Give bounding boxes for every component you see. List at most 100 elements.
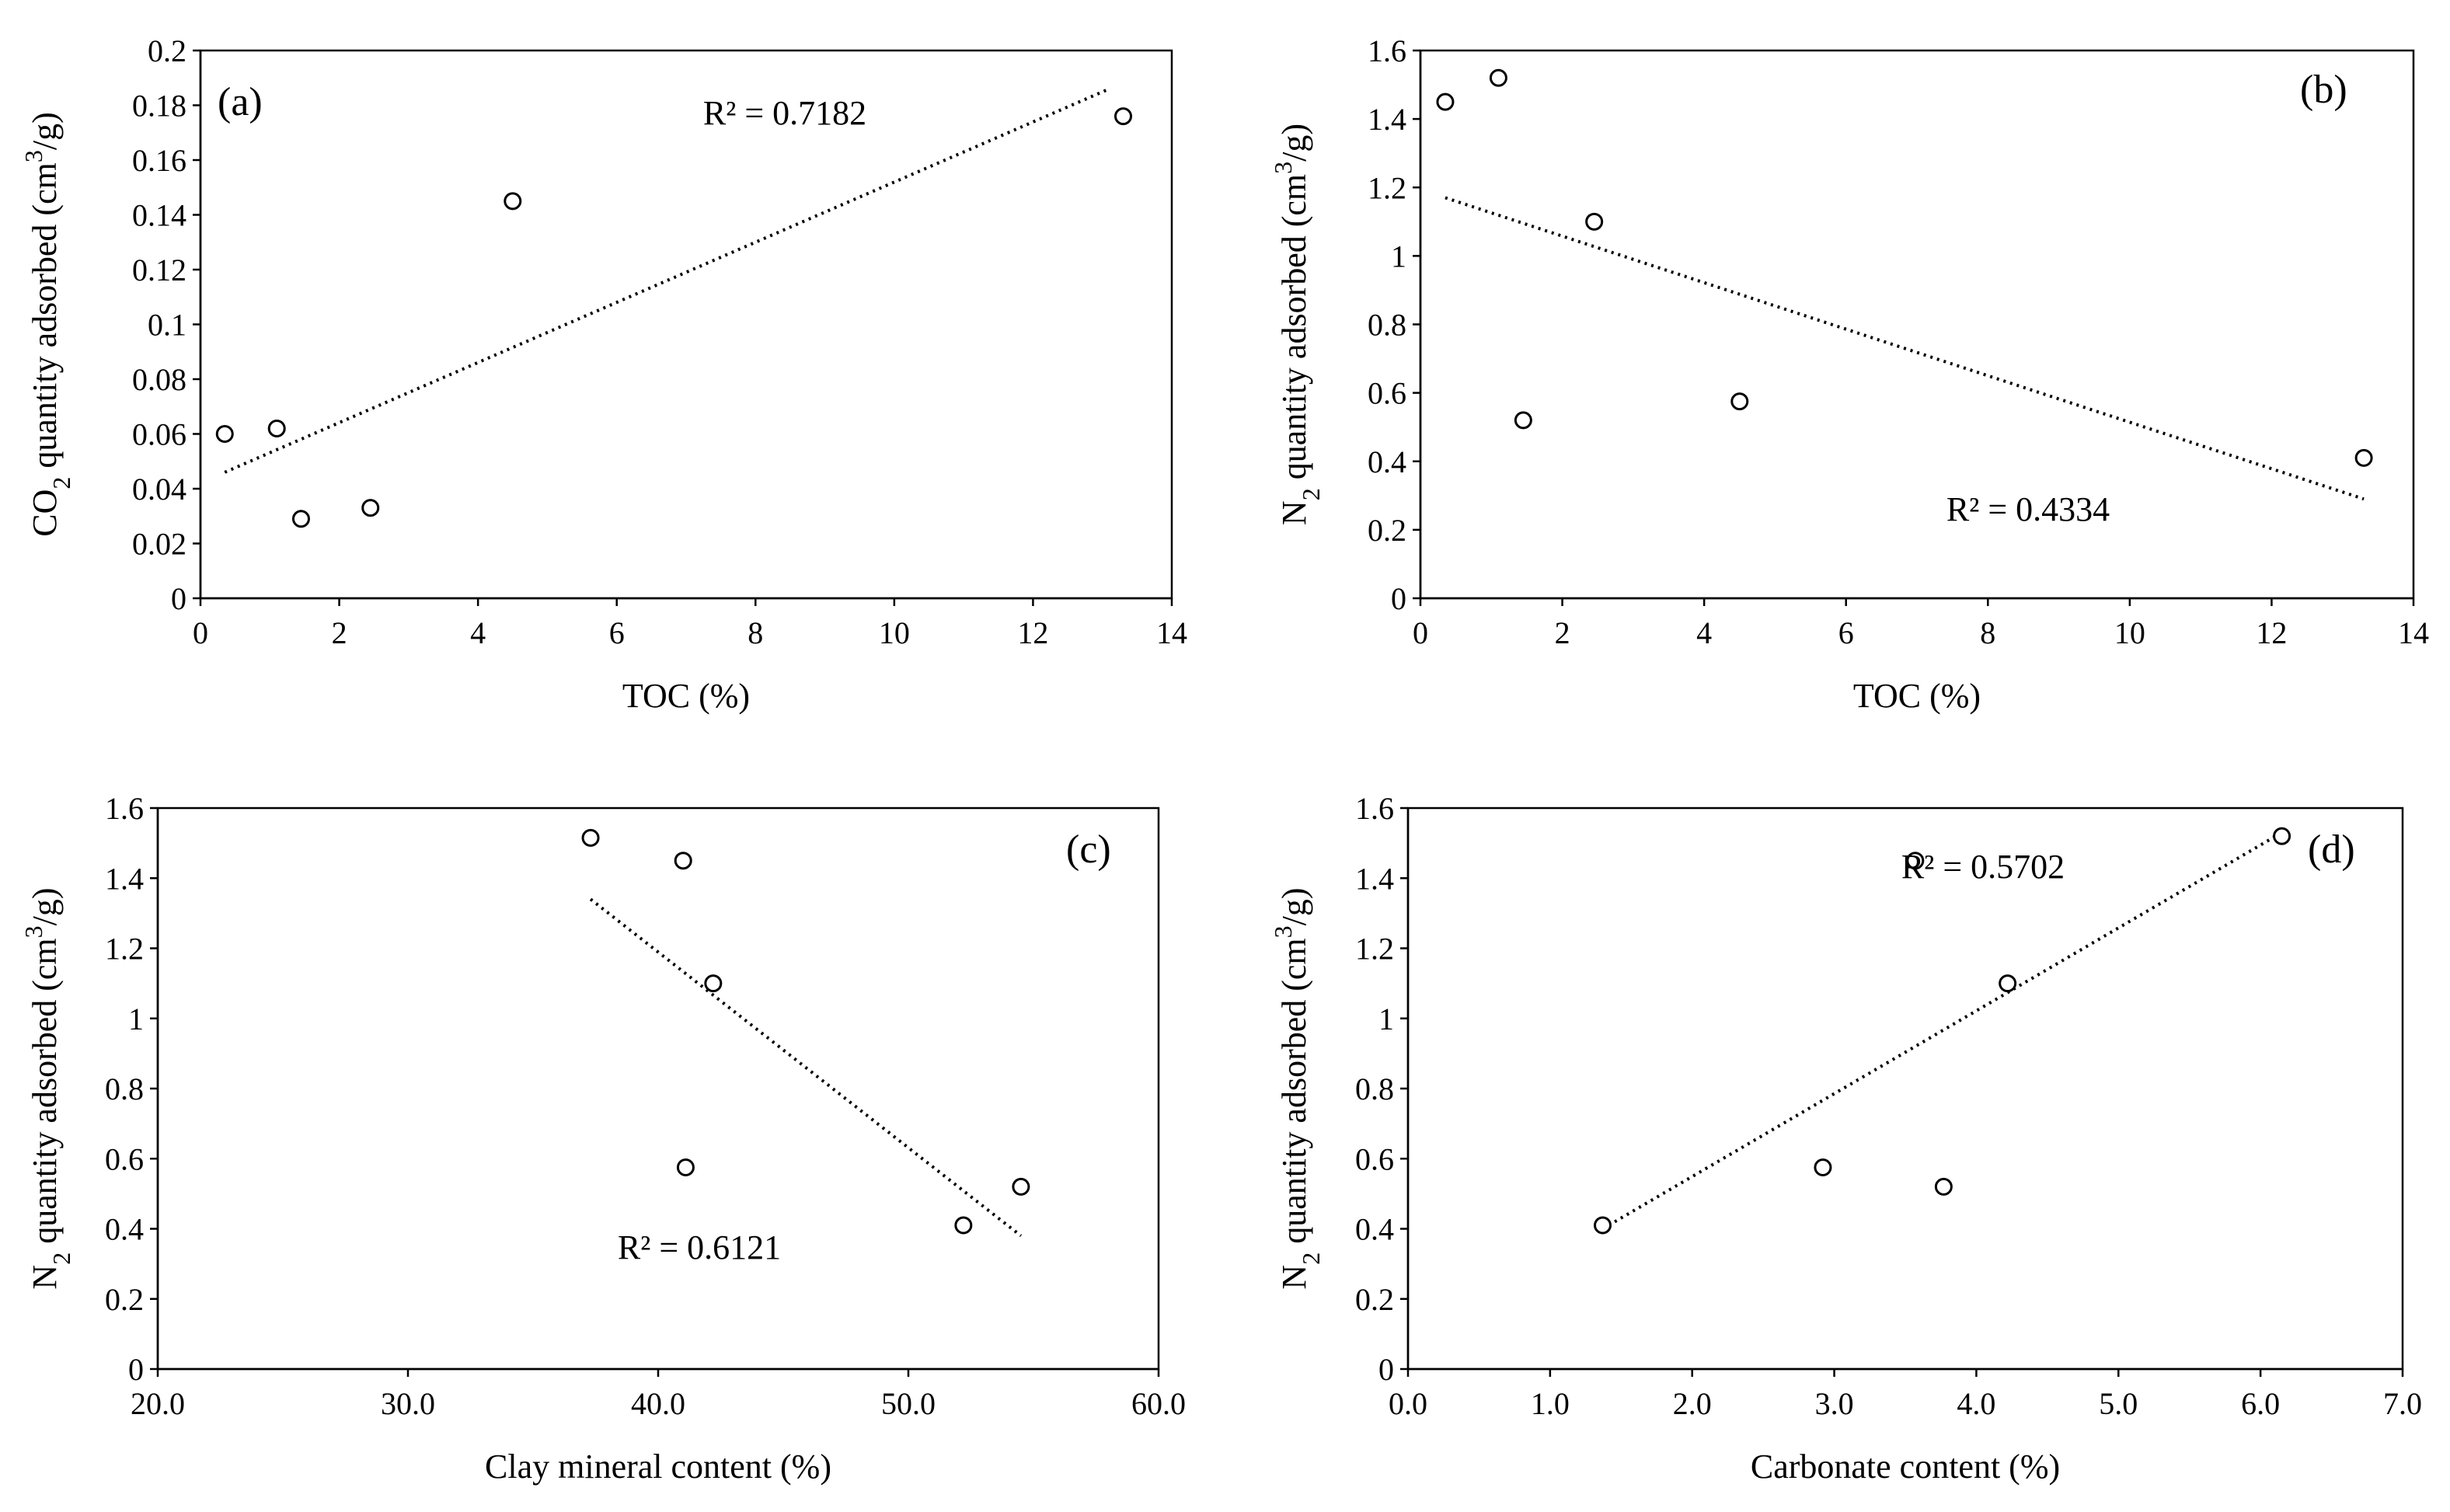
x-tick-label: 4 (470, 615, 486, 650)
y-tick-label: 0.1 (148, 308, 186, 343)
data-point (1436, 92, 1455, 111)
y-axis-label: N2 quantity adsorbed (cm3/g) (1269, 887, 1325, 1289)
x-tick-label: 10 (2114, 615, 2145, 650)
y-tick-label: 0.2 (1355, 1282, 1394, 1317)
plot-frame (156, 807, 1160, 1371)
y-axis-label-part: 2 (47, 477, 75, 489)
data-point (674, 852, 692, 870)
data-point (215, 425, 234, 443)
x-tick-label: 60.0 (1131, 1386, 1186, 1421)
chart-panel-c: 0 0.2 0.4 0.6 0.8 1 1.2 1.4 1.6 20.0 30.0 40.0 50.0 6… (19, 791, 1186, 1486)
x-tick-label: 6 (1838, 615, 1854, 650)
y-axis-label-part: /g) (1275, 887, 1313, 925)
x-tick-label: 6 (609, 615, 625, 650)
y-tick-label: 1.2 (1355, 932, 1394, 967)
y-axis-label-part: N (26, 1265, 64, 1290)
y-axis-label: N2 quantity adsorbed (cm3/g) (1269, 124, 1325, 525)
y-axis-label-part: /g) (1275, 124, 1313, 162)
y-tick-label: 1.6 (1355, 791, 1394, 826)
data-point (954, 1216, 973, 1235)
y-tick-label: 0.4 (105, 1212, 144, 1247)
y-tick-label: 0 (171, 581, 186, 616)
trendline (224, 87, 1110, 474)
data-point (1489, 68, 1507, 87)
x-tick-label: 0 (1413, 615, 1428, 650)
x-tick-label: 4.0 (1957, 1386, 1995, 1421)
data-point (1814, 1158, 1832, 1177)
data-point (361, 499, 380, 517)
y-tick-label: 0 (1391, 581, 1406, 616)
y-axis-label-part: 2 (47, 1252, 75, 1265)
y-tick-label: 1 (1391, 239, 1406, 273)
y-tick-label: 0.8 (1355, 1071, 1394, 1106)
panel-letter: (c) (1066, 827, 1111, 872)
panel-letter: (d) (2308, 827, 2355, 872)
y-tick-label: 0.6 (1368, 376, 1406, 411)
x-tick-label: 20.0 (131, 1386, 185, 1421)
data-point (1585, 212, 1604, 231)
data-point (1934, 1177, 1953, 1196)
x-tick-label: 6.0 (2241, 1386, 2280, 1421)
trendline (589, 897, 1023, 1238)
data-point (1514, 411, 1532, 430)
data-point (504, 192, 522, 211)
y-axis-label-part: CO (26, 489, 64, 537)
data-point (291, 510, 310, 528)
data-point (1594, 1216, 1612, 1235)
chart-panel-a: 0 0.02 0.04 0.06 0.08 0.1 0.12 0.14 0.16 0.18 0.2 0… (19, 33, 1187, 715)
x-tick-label: 2 (1555, 615, 1570, 650)
x-tick-label: 2 (332, 615, 347, 650)
y-tick-label: 1.4 (105, 861, 144, 896)
r-squared-label: R² = 0.4334 (1946, 490, 2110, 528)
plot-frame (1406, 807, 2404, 1371)
x-tick-label: 12 (2256, 615, 2287, 650)
r-squared-label: R² = 0.5702 (1901, 848, 2065, 886)
r-squared-label: R² = 0.7182 (703, 94, 866, 132)
y-tick-label: 0.02 (132, 527, 186, 562)
y-axis-label-part: N (1275, 500, 1313, 525)
y-tick-label: 0.2 (1368, 513, 1406, 548)
x-axis-label: TOC (%) (622, 677, 750, 715)
x-tick-label: 4 (1696, 615, 1712, 650)
y-axis-label: N2 quantity adsorbed (cm3/g) (19, 887, 75, 1289)
data-point (2354, 448, 2373, 467)
y-tick-label: 0.2 (105, 1282, 144, 1317)
y-tick-label: 0.4 (1355, 1212, 1394, 1247)
y-tick-label: 1.2 (105, 932, 144, 967)
panel-letter: (b) (2300, 68, 2347, 112)
y-tick-label: 1 (128, 1002, 144, 1036)
trendline (1601, 831, 2283, 1231)
x-tick-label: 3.0 (1815, 1386, 1854, 1421)
x-tick-label: 40.0 (631, 1386, 685, 1421)
x-tick-label: 8 (1980, 615, 1995, 650)
x-tick-label: 10 (879, 615, 910, 650)
y-axis-label-part: quantity adsorbed (cm (26, 938, 64, 1252)
y-axis-label-part: N (1275, 1265, 1313, 1290)
y-axis-label-part: 3 (19, 150, 47, 162)
data-point (1730, 392, 1749, 411)
y-tick-label: 0.4 (1368, 444, 1406, 479)
x-tick-label: 14 (2398, 615, 2429, 650)
y-axis-label-part: 3 (1269, 925, 1297, 938)
y-axis-label-part: 2 (1297, 1252, 1325, 1265)
data-point (581, 828, 600, 847)
y-axis-label-part: quantity adsorbed (cm (26, 162, 64, 476)
y-tick-label: 1.2 (1368, 170, 1406, 205)
y-tick-label: 1.6 (105, 791, 144, 826)
x-tick-label: 2.0 (1673, 1386, 1712, 1421)
data-point (676, 1158, 695, 1177)
trendline (1445, 196, 2365, 501)
x-tick-label: 0.0 (1389, 1386, 1427, 1421)
x-tick-label: 12 (1017, 615, 1048, 650)
y-axis-label-part: quantity adsorbed (cm (1275, 174, 1313, 488)
data-point (267, 419, 286, 437)
y-tick-label: 0.18 (132, 89, 186, 124)
plot-frame (1419, 49, 2415, 600)
data-point (1114, 107, 1132, 126)
y-tick-label: 1.6 (1368, 33, 1406, 68)
y-tick-label: 0.14 (132, 198, 186, 233)
y-axis-label-part: 3 (1269, 162, 1297, 174)
data-point (1999, 974, 2017, 993)
y-axis-label-part: 2 (1297, 488, 1325, 500)
